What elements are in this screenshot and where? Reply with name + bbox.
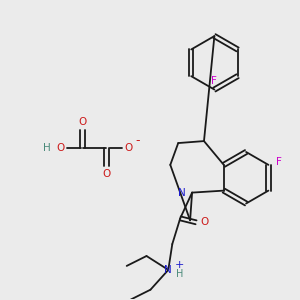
Text: +: + [175,260,184,270]
Text: H: H [43,143,51,153]
Text: O: O [124,143,132,153]
Text: O: O [102,169,110,179]
Text: O: O [57,143,65,153]
Text: O: O [79,117,87,127]
Text: H: H [176,269,183,279]
Text: F: F [276,157,282,167]
Text: F: F [212,76,217,85]
Text: O: O [201,217,209,227]
Text: N: N [178,188,186,198]
Text: -: - [136,134,140,147]
Text: N: N [164,265,172,275]
